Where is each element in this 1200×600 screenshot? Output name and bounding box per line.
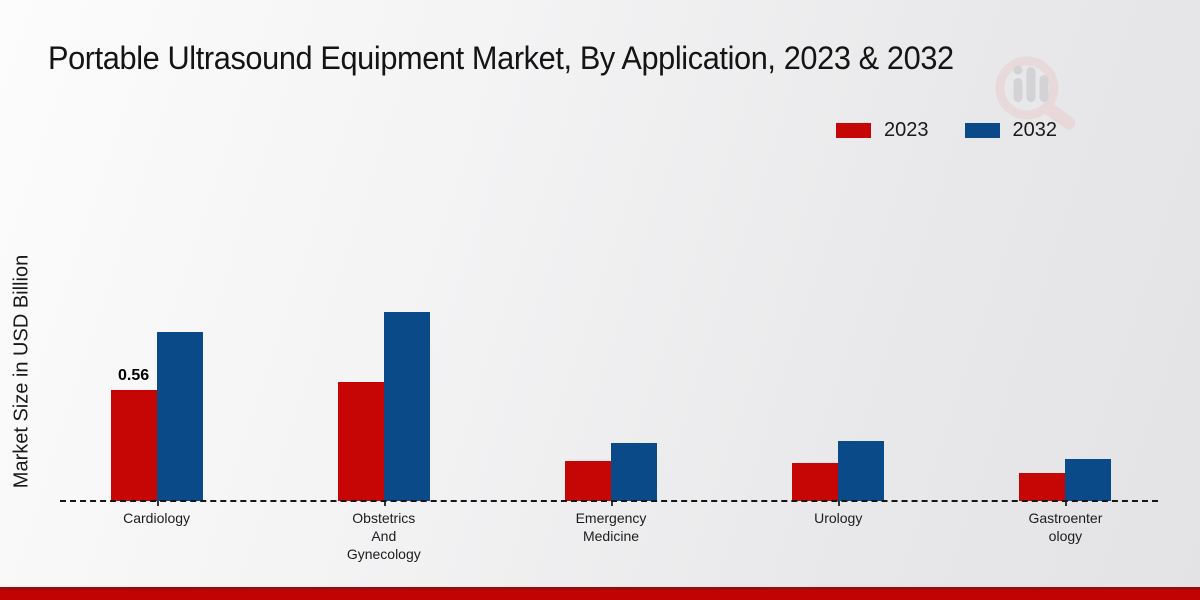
x-axis-tick <box>383 501 386 506</box>
legend-swatch-2023 <box>836 123 871 138</box>
x-axis-tick <box>1065 501 1068 506</box>
bar-group: Gastroenter ology <box>952 261 1179 544</box>
bar-2032-1 <box>383 312 430 501</box>
bar-2023-1 <box>337 382 384 501</box>
bar-2032-3 <box>838 441 885 501</box>
bar-value-label: 0.56 <box>118 367 150 384</box>
bar-2032-2 <box>611 443 657 501</box>
legend-swatch-2032 <box>964 123 1000 138</box>
legend-label-2023: 2023 <box>884 119 929 141</box>
bar-2032-0 <box>156 332 203 501</box>
bar-group: Urology <box>725 261 952 526</box>
bar-group: Emergency Medicine <box>497 261 724 544</box>
bar-2023-0: 0.56 <box>110 367 157 501</box>
legend: 2023 2032 <box>836 119 1057 142</box>
chart-title: Portable Ultrasound Equipment Market, By… <box>48 40 954 76</box>
x-axis-tick <box>156 501 159 506</box>
x-axis-baseline <box>60 500 1158 502</box>
bar-2023-3 <box>792 463 839 501</box>
legend-label-2032: 2032 <box>1012 119 1058 141</box>
bar-pair <box>565 443 657 501</box>
footer-accent-bar <box>0 587 1200 600</box>
bar-group: 0.56 Cardiology <box>43 261 270 526</box>
category-label: Gastroenter ology <box>1028 510 1103 544</box>
category-label: Cardiology <box>123 510 191 526</box>
legend-item-2023: 2023 <box>836 119 929 142</box>
bar-2032-4 <box>1065 459 1112 501</box>
magnifier-bar-chart-logo-icon <box>995 56 1076 130</box>
bar-2023-2 <box>565 461 611 501</box>
y-axis-label: Market Size in USD Billion <box>10 254 33 489</box>
x-axis-tick <box>611 501 613 506</box>
bar-2023-4 <box>1019 473 1066 501</box>
category-label: Emergency Medicine <box>575 510 647 544</box>
bar-pair <box>1019 459 1112 501</box>
x-axis-tick <box>838 501 841 506</box>
bar-pair <box>337 312 430 501</box>
category-label: Urology <box>814 510 863 526</box>
legend-item-2032: 2032 <box>964 119 1058 142</box>
bar-pair <box>792 441 885 501</box>
category-label: Obstetrics And Gynecology <box>346 510 421 562</box>
bar-pair: 0.56 <box>110 332 203 501</box>
plot-area: 0.56 Cardiology Obstetrics And Gynecology E… <box>43 261 1179 562</box>
bar-group: Obstetrics And Gynecology <box>270 261 497 562</box>
